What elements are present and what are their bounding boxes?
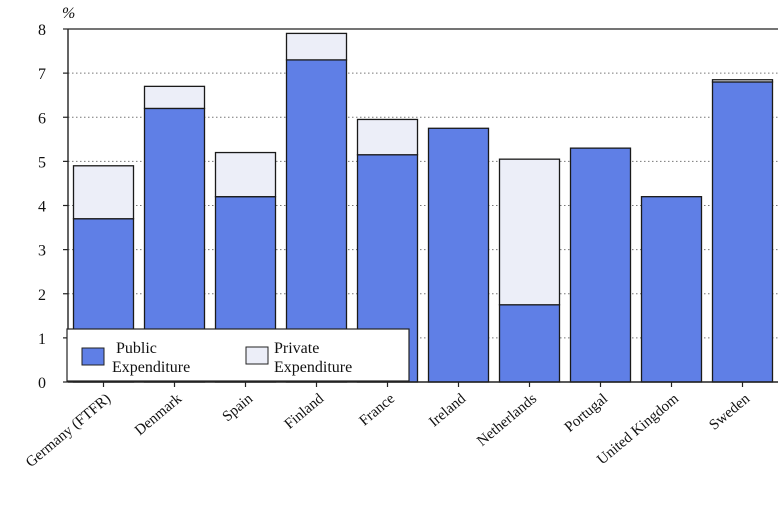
y-axis-unit-label: %: [62, 5, 75, 22]
x-tick-label: Spain: [220, 390, 257, 425]
y-tick-label: 3: [38, 243, 46, 260]
axes-group: [63, 28, 778, 387]
y-tick-labels: 0 1 2 3 4 5 6 7 8: [38, 22, 46, 392]
bar-private-finland: [285, 32, 348, 61]
y-tick-label: 8: [38, 22, 46, 39]
bar-private-france: [356, 118, 419, 156]
y-tick-label: 5: [38, 154, 46, 171]
bar-private-spain: [214, 151, 277, 198]
bar-public-netherlands: [498, 304, 561, 383]
x-tick-label: Germany (FTFR): [23, 391, 114, 471]
legend-label-public-line1: Public: [116, 340, 157, 357]
bar-united-kingdom: [640, 196, 703, 383]
bar-netherlands: [498, 158, 561, 383]
y-tick-label: 0: [38, 375, 46, 392]
y-tick-label: 2: [38, 287, 46, 304]
legend: Public Expenditure Private Expenditure: [66, 328, 410, 382]
y-tick-label: 1: [38, 331, 46, 348]
legend-label-private-line2: Expenditure: [274, 359, 352, 376]
bar-public-portugal: [569, 147, 632, 383]
bar-private-germany-ftfr: [72, 165, 135, 220]
x-tick-label: Sweden: [706, 390, 753, 433]
bar-portugal: [569, 147, 632, 383]
bar-private-sweden: [711, 79, 774, 83]
y-tick-label: 4: [38, 199, 46, 216]
bar-public-united-kingdom: [640, 196, 703, 383]
legend-box: [66, 328, 410, 382]
x-tick-label: Finland: [282, 390, 328, 432]
legend-label-public-line2: Expenditure: [112, 359, 190, 376]
bar-ireland: [427, 127, 490, 383]
bar-finland: [285, 32, 348, 383]
bars-group: [72, 32, 774, 383]
bar-private-denmark: [143, 85, 206, 110]
x-tick-label: Denmark: [132, 390, 185, 438]
bar-private-netherlands: [498, 158, 561, 306]
x-tick-label: France: [357, 391, 399, 430]
x-tick-label: Ireland: [426, 390, 469, 430]
bar-public-sweden: [711, 81, 774, 383]
legend-swatch-private: [245, 346, 269, 365]
y-tick-label: 6: [38, 110, 46, 127]
x-tick-label: Netherlands: [474, 391, 540, 450]
bar-sweden: [711, 79, 774, 383]
bar-public-ireland: [427, 127, 490, 383]
y-tick-label: 7: [38, 66, 46, 83]
x-tick-label: Portugal: [562, 391, 611, 436]
legend-label-private-line1: Private: [274, 340, 319, 357]
x-tick-labels: Germany (FTFR) Denmark Spain Finland France I…: [23, 390, 753, 470]
legend-swatch-public: [81, 347, 105, 366]
